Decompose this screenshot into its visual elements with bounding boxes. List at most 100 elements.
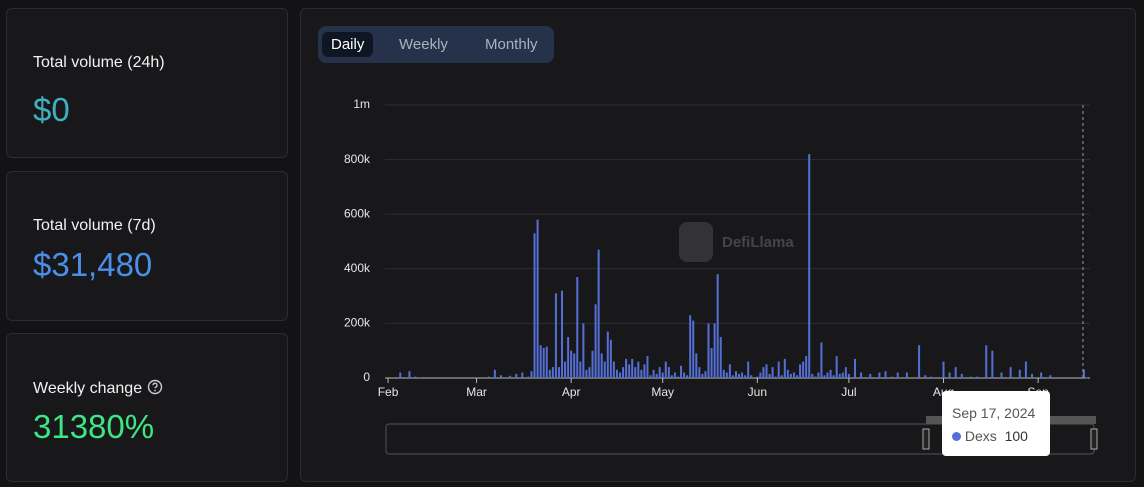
bar: [628, 364, 631, 378]
bar: [731, 375, 734, 378]
bar: [643, 364, 646, 378]
bar: [750, 375, 753, 378]
bar: [838, 373, 841, 378]
x-tick-label: May: [651, 385, 674, 399]
bar: [734, 371, 737, 378]
bar: [567, 337, 570, 378]
bar: [820, 342, 823, 378]
y-tick-label: 200k: [344, 316, 371, 330]
bar: [774, 376, 777, 378]
y-tick-label: 400k: [344, 261, 371, 275]
tab[interactable]: Weekly: [399, 36, 448, 53]
bar: [777, 361, 780, 378]
tab[interactable]: Daily: [322, 32, 374, 57]
bar: [896, 372, 899, 378]
bar: [637, 361, 640, 378]
bar: [658, 367, 661, 378]
bar: [600, 353, 603, 378]
bar: [521, 372, 524, 378]
bar: [615, 369, 618, 378]
bar: [603, 361, 606, 378]
bar: [625, 358, 628, 378]
bar: [408, 371, 411, 378]
tab-group: Daily Weekly Monthly: [318, 26, 554, 63]
bar: [802, 361, 805, 378]
stat-card: Total volume (24h) $0: [6, 8, 288, 158]
bar: [905, 372, 908, 378]
bar: [487, 376, 490, 378]
bar: [1082, 369, 1085, 378]
bar: [652, 369, 655, 378]
bar: [789, 373, 792, 378]
bar: [728, 364, 731, 378]
bar: [942, 361, 945, 378]
bar: [692, 320, 695, 378]
bar: [835, 356, 838, 378]
bar: [954, 367, 957, 378]
bar: [612, 361, 615, 378]
bar: [744, 375, 747, 378]
bar: [689, 315, 692, 378]
stat-card: Weekly change 31380%: [6, 333, 288, 482]
bar: [747, 361, 750, 378]
bar: [686, 375, 689, 378]
bar: [548, 369, 551, 378]
bar: [564, 361, 567, 378]
bar: [1024, 361, 1027, 378]
stat-card: Total volume (7d) $31,480: [6, 171, 288, 321]
tooltip-row: Dexs 100: [952, 428, 1028, 444]
bar: [765, 364, 768, 378]
bar: [542, 347, 545, 378]
bar: [713, 323, 716, 378]
bar: [817, 372, 820, 378]
bar: [1018, 369, 1021, 378]
bar: [814, 376, 817, 378]
bar: [667, 367, 670, 378]
bar: [991, 350, 994, 378]
tooltip-series: Dexs: [964, 428, 997, 444]
brush-handle[interactable]: [1090, 428, 1098, 450]
y-tick-label: 0: [363, 370, 370, 384]
bar: [771, 367, 774, 378]
bar: [499, 375, 502, 378]
bar: [597, 249, 600, 378]
bar: [796, 375, 799, 378]
stat-value: $0: [33, 91, 70, 128]
tooltip: Sep 17, 2024 Dexs 100: [942, 391, 1050, 456]
bar: [890, 376, 893, 378]
bar: [1000, 372, 1003, 378]
y-tick-label: 800k: [344, 152, 371, 166]
stat-label: Total volume (24h): [33, 54, 165, 71]
bar: [780, 375, 783, 378]
x-tick-label: Feb: [378, 385, 399, 399]
bar: [738, 373, 741, 378]
bar: [539, 345, 542, 378]
bar: [805, 356, 808, 378]
bar: [670, 375, 673, 378]
bar: [576, 276, 579, 378]
stat-label: Weekly change: [33, 379, 163, 398]
bar: [673, 372, 676, 378]
bar: [631, 358, 634, 378]
x-tick-label: Jun: [748, 385, 767, 399]
help-icon[interactable]: [147, 379, 163, 395]
bar: [561, 290, 564, 378]
bar: [640, 369, 643, 378]
bar: [554, 293, 557, 378]
bar: [582, 323, 585, 378]
bar: [719, 337, 722, 378]
bar: [847, 373, 850, 378]
bar: [655, 373, 658, 378]
watermark-text: DefiLlama: [722, 234, 794, 251]
brush-handle[interactable]: [922, 428, 930, 450]
bar: [588, 367, 591, 378]
bar: [960, 373, 963, 378]
bar: [619, 372, 621, 378]
bar: [716, 274, 719, 378]
bar: [664, 361, 667, 378]
bar: [948, 372, 951, 378]
tab[interactable]: Monthly: [485, 36, 538, 53]
bar: [786, 369, 789, 378]
stat-value: 31380%: [33, 408, 155, 445]
bar: [1049, 375, 1052, 378]
